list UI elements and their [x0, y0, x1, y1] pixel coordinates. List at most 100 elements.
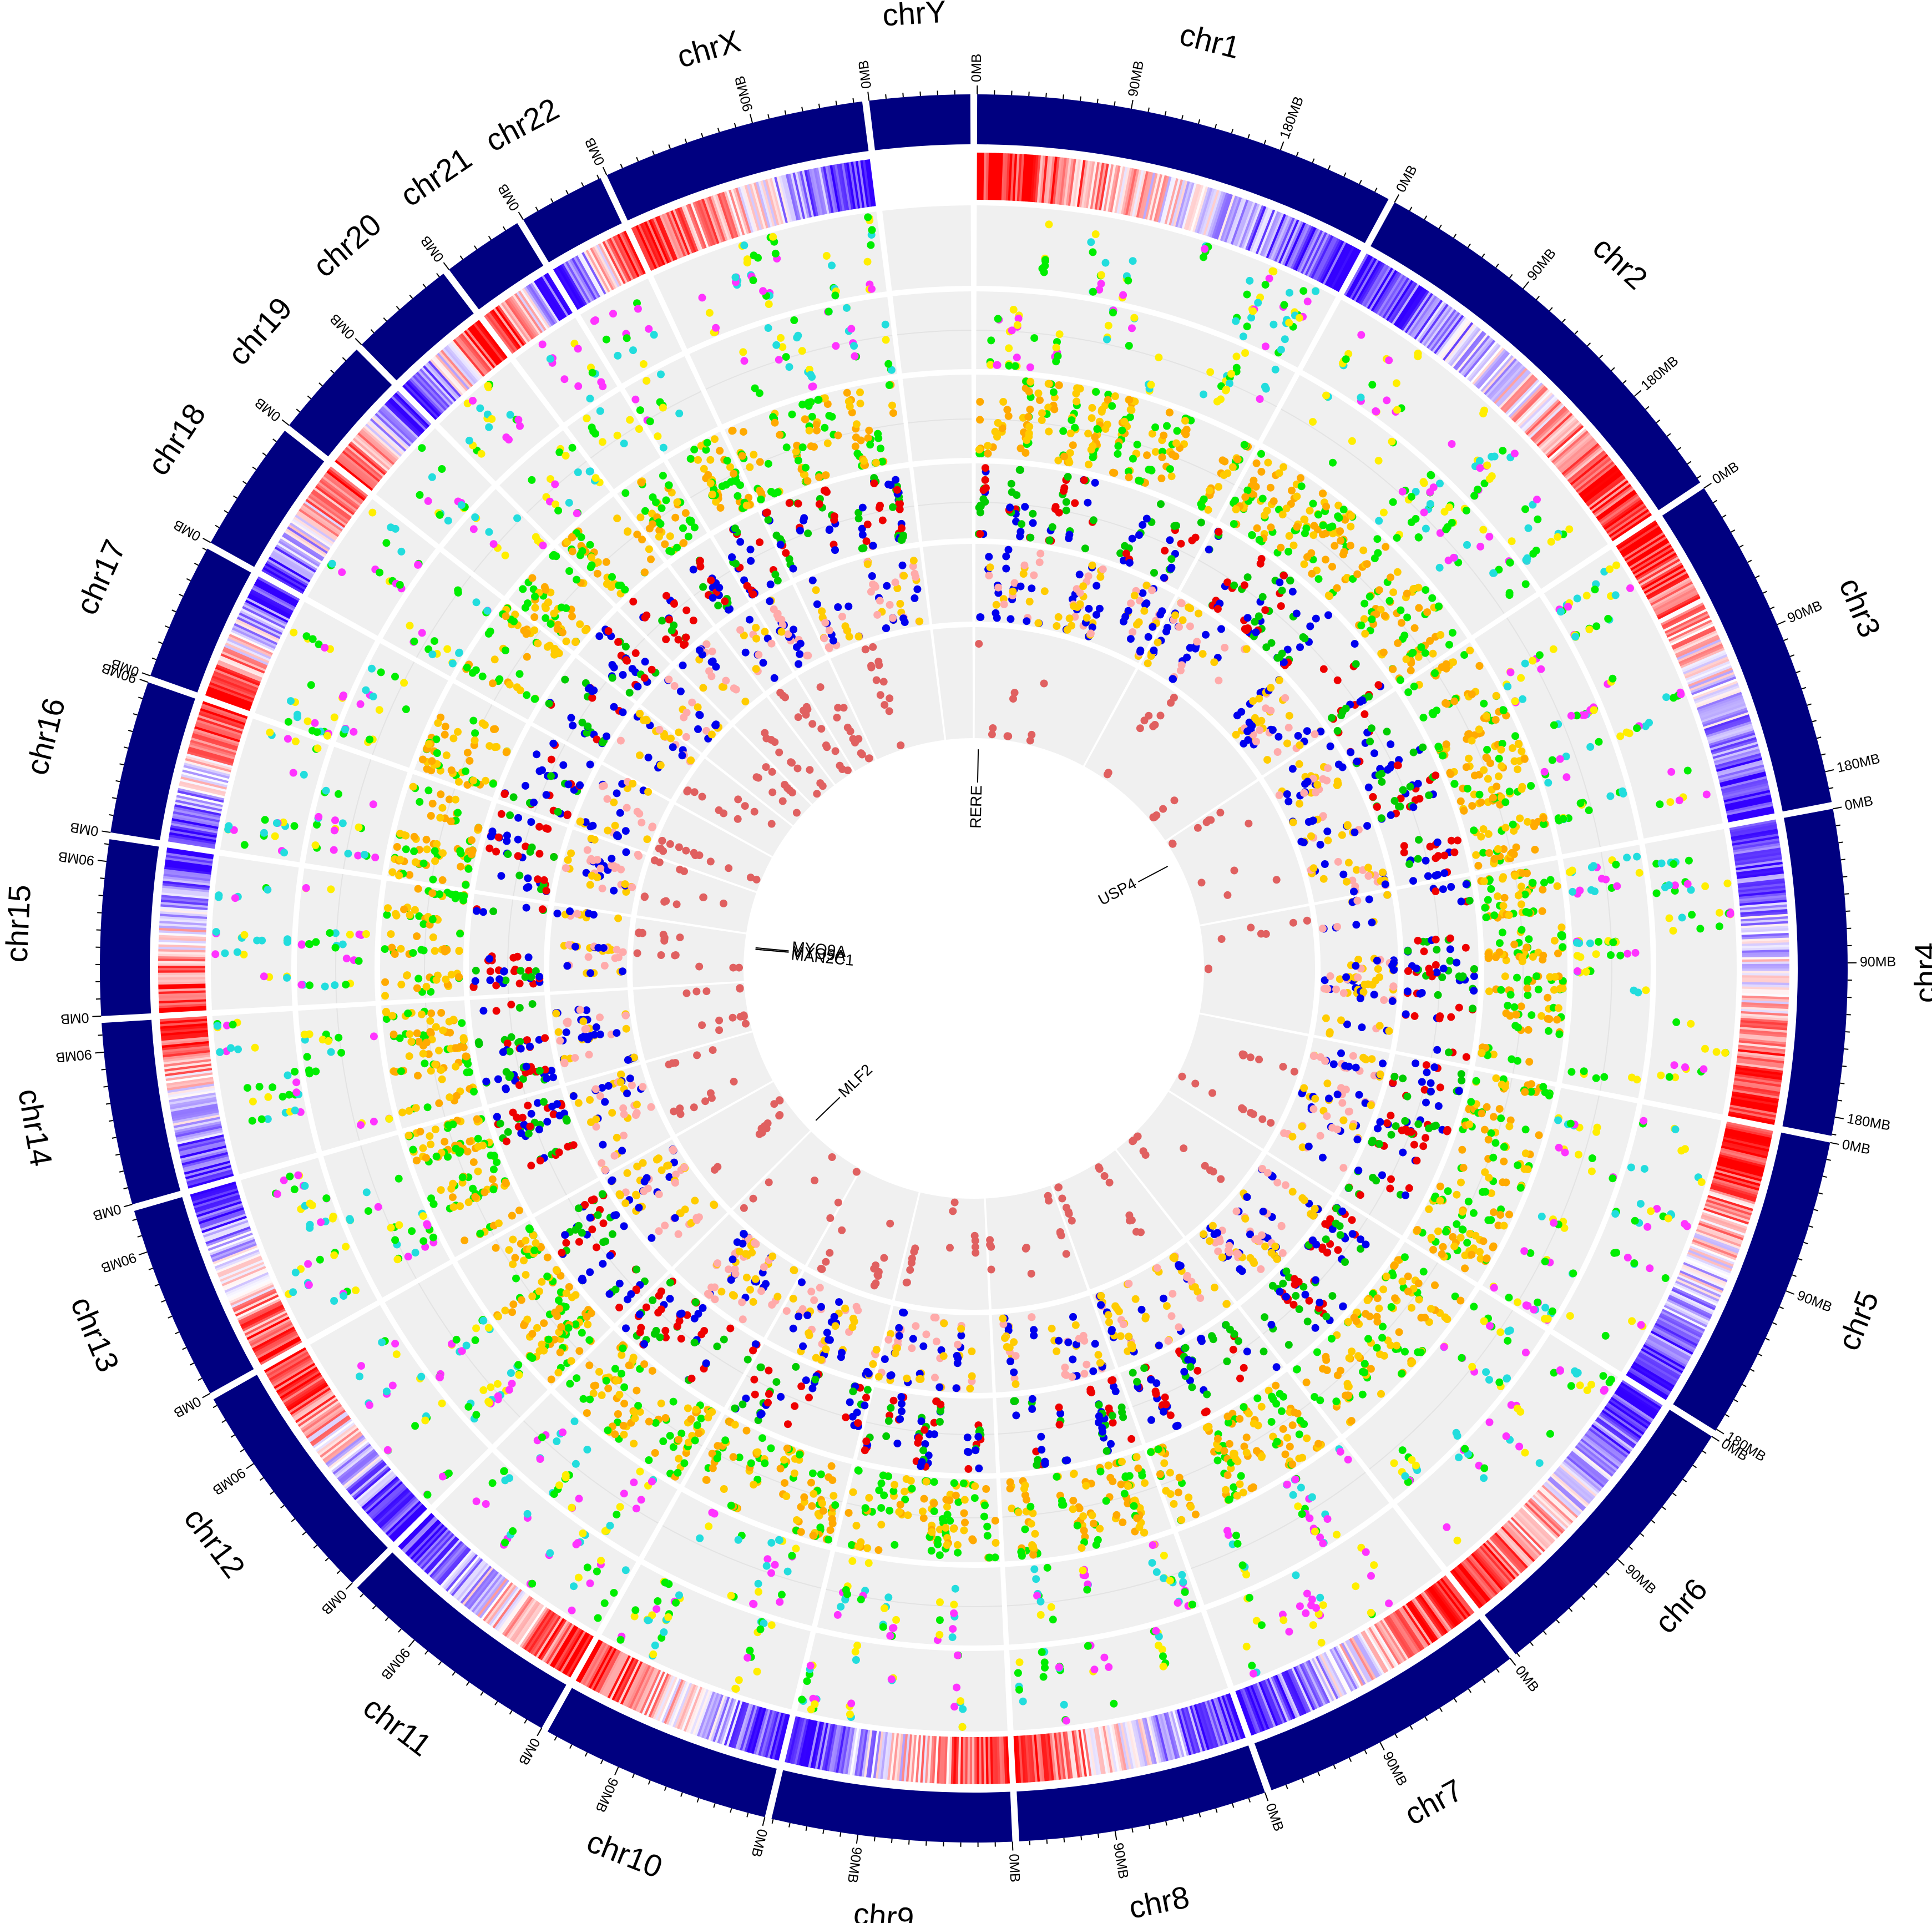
heat-cell [300, 506, 341, 536]
heat-cell [277, 542, 319, 569]
data-point [1475, 725, 1483, 734]
heat-cell [159, 918, 207, 924]
heat-cell [1356, 1633, 1383, 1676]
data-point [1309, 418, 1317, 426]
heat-cell [1495, 1531, 1530, 1567]
data-point [1437, 631, 1445, 639]
heat-cell [477, 1578, 508, 1617]
heat-cell [1367, 267, 1394, 310]
heat-cell [492, 1588, 522, 1629]
heat-cell [331, 1441, 370, 1473]
heat-cell [164, 869, 211, 877]
heat-cell [284, 530, 326, 558]
heat-cell [1222, 196, 1240, 242]
heat-cell [1241, 1688, 1261, 1733]
heat-cell [1653, 587, 1697, 612]
heat-cell [839, 163, 849, 211]
data-point [1284, 798, 1293, 806]
data-point [1696, 925, 1705, 933]
heat-cell [1094, 163, 1105, 210]
heat-cell [1472, 1551, 1505, 1589]
heat-cell [303, 1405, 343, 1435]
heat-cell [1735, 859, 1783, 869]
data-point [1239, 332, 1247, 341]
data-point [1461, 1445, 1469, 1453]
heat-cell [799, 170, 812, 218]
heat-cell [234, 623, 278, 645]
heat-cell [831, 1725, 842, 1773]
heat-cell [339, 453, 378, 486]
data-point [1292, 609, 1301, 618]
heat-cell [1564, 446, 1603, 479]
heat-cell [1733, 1082, 1781, 1092]
data-point [1509, 820, 1517, 829]
data-point [1389, 588, 1398, 597]
data-point [1420, 508, 1428, 517]
data-point [1157, 500, 1165, 508]
heat-cell [1567, 1454, 1606, 1486]
heat-cell [444, 346, 477, 384]
data-point [1151, 423, 1160, 431]
data-point [1322, 1313, 1331, 1321]
heat-cell [1433, 1583, 1464, 1623]
heat-cell [292, 518, 333, 547]
data-point [1373, 535, 1382, 543]
data-point [1247, 923, 1255, 932]
data-point [1225, 379, 1233, 387]
heat-cell [1571, 456, 1610, 488]
heat-cell [471, 1573, 503, 1613]
data-point [1095, 604, 1104, 613]
heat-cell [558, 1629, 584, 1672]
heat-cell [620, 1660, 643, 1705]
heat-cell [240, 610, 284, 633]
heat-cell [791, 1718, 805, 1764]
data-point [1624, 950, 1632, 958]
data-point [1489, 794, 1497, 802]
data-point [1309, 1236, 1317, 1244]
data-point [1344, 1108, 1353, 1116]
heat-cell [1270, 215, 1291, 260]
data-point [1382, 543, 1390, 551]
heat-cell [281, 1374, 322, 1401]
data-point [1569, 887, 1577, 896]
heat-cell [1321, 240, 1344, 284]
heat-cell [200, 705, 246, 723]
heat-cell [1284, 1670, 1307, 1715]
data-point [1307, 832, 1315, 840]
heat-cell [1278, 219, 1299, 264]
data-point [1081, 544, 1089, 553]
heat-cell [1389, 282, 1418, 324]
heat-cell [692, 201, 711, 247]
data-point [1026, 363, 1034, 371]
grid-line [1281, 408, 1505, 614]
data-point [1310, 1052, 1318, 1060]
data-point [1270, 320, 1278, 329]
data-point [1681, 1145, 1689, 1153]
data-point [994, 583, 1003, 592]
heat-cell [504, 299, 534, 340]
heat-cell [222, 1268, 267, 1289]
heat-cell [1581, 1436, 1621, 1468]
heat-cell [406, 1521, 442, 1557]
heat-cell [1585, 474, 1625, 505]
heat-cell [356, 433, 393, 467]
data-point [981, 476, 989, 484]
data-point [1557, 923, 1566, 931]
data-point [1197, 518, 1205, 527]
data-point [1261, 606, 1270, 614]
track-bg-chr8-6 [985, 1185, 1088, 1310]
data-point [1398, 487, 1407, 496]
data-point [1258, 1115, 1267, 1123]
heat-cell [418, 1531, 453, 1568]
heat-cell [1696, 692, 1742, 710]
heat-cell [1670, 1290, 1714, 1313]
data-point [1592, 622, 1601, 630]
heat-cell [635, 225, 658, 269]
heat-cell [1529, 404, 1565, 439]
heat-cell [1700, 1218, 1746, 1236]
heat-cell [1427, 309, 1457, 349]
heat-cell [602, 241, 626, 285]
heat-cell [1516, 391, 1552, 426]
heat-cell [1661, 604, 1705, 628]
data-point [1550, 986, 1558, 994]
